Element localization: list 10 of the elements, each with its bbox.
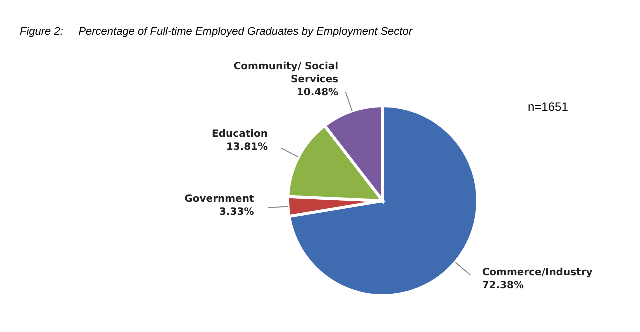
data-label: 13.81% <box>226 142 268 153</box>
data-label: 72.38% <box>482 280 524 292</box>
data-label: 10.48% <box>296 88 339 99</box>
chart-title: Figure 2: Percentage of Full-time Employed Graduates by Employment Sector <box>20 26 413 38</box>
slice-label: Community/ Social Services <box>234 62 339 86</box>
slice-label: Government <box>184 194 254 205</box>
slice-label: Commerce/Industry <box>482 267 594 278</box>
text: n=1651 <box>528 100 568 114</box>
data-label: 3.33% <box>220 206 254 218</box>
slice-label: Education <box>212 128 268 140</box>
